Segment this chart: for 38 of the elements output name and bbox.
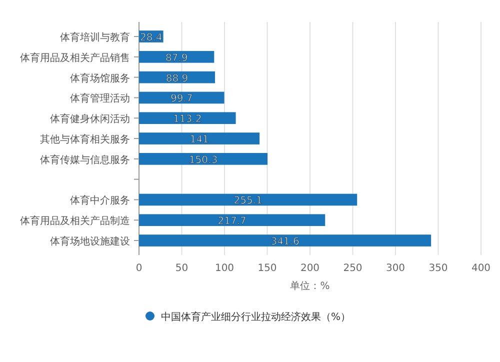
bar	[139, 152, 268, 165]
bar	[139, 194, 358, 206]
y-tick-label: 体育用品及相关产品制造	[20, 215, 130, 228]
y-tick-label: 体育管理活动	[70, 92, 130, 105]
x-tick-label: 0	[136, 263, 142, 274]
bar	[139, 132, 260, 144]
y-tick-label: 体育中介服务	[70, 194, 130, 207]
x-tick-label: 350	[428, 263, 448, 274]
data-label: 99.7	[170, 94, 193, 105]
y-tick-label: 体育场地设施建设	[50, 236, 130, 248]
x-tick-label: 100	[214, 263, 234, 274]
y-tick-label: 体育传媒与信息服务	[40, 154, 130, 166]
x-axis-title: 单位：%	[290, 280, 330, 292]
x-tick-label: 150	[258, 263, 277, 274]
y-tick-label: 体育用品及相关产品销售	[20, 52, 130, 64]
data-label: 141	[190, 134, 209, 146]
y-tick-label: 体育培训与教育	[60, 31, 130, 44]
data-label: 150.3	[188, 154, 218, 166]
y-tick-label: 体育健身休闲活动	[50, 113, 130, 126]
x-tick-label: 50	[175, 263, 188, 274]
data-label: 217.7	[218, 216, 246, 228]
x-tick-label: 250	[343, 263, 362, 274]
data-label: 88.9	[166, 73, 188, 84]
x-tick-label: 400	[471, 263, 491, 274]
y-tick-label: 体育场馆服务	[70, 72, 130, 84]
bar	[139, 214, 326, 226]
x-tick-label: 300	[386, 263, 406, 274]
x-tick-label: 200	[300, 263, 320, 274]
y-tick-label: 其他与体育相关服务	[40, 134, 130, 146]
bar	[139, 234, 432, 246]
bar	[139, 112, 236, 124]
bar	[139, 50, 214, 63]
data-label: 341.6	[270, 236, 300, 248]
data-label: 87.9	[165, 52, 188, 64]
data-label: 113.2	[173, 114, 202, 126]
legend-label: 中国体育产业细分行业拉动经济效果（%）	[161, 311, 351, 323]
data-label: 255.1	[234, 196, 262, 207]
data-label: 28.4	[140, 32, 162, 44]
